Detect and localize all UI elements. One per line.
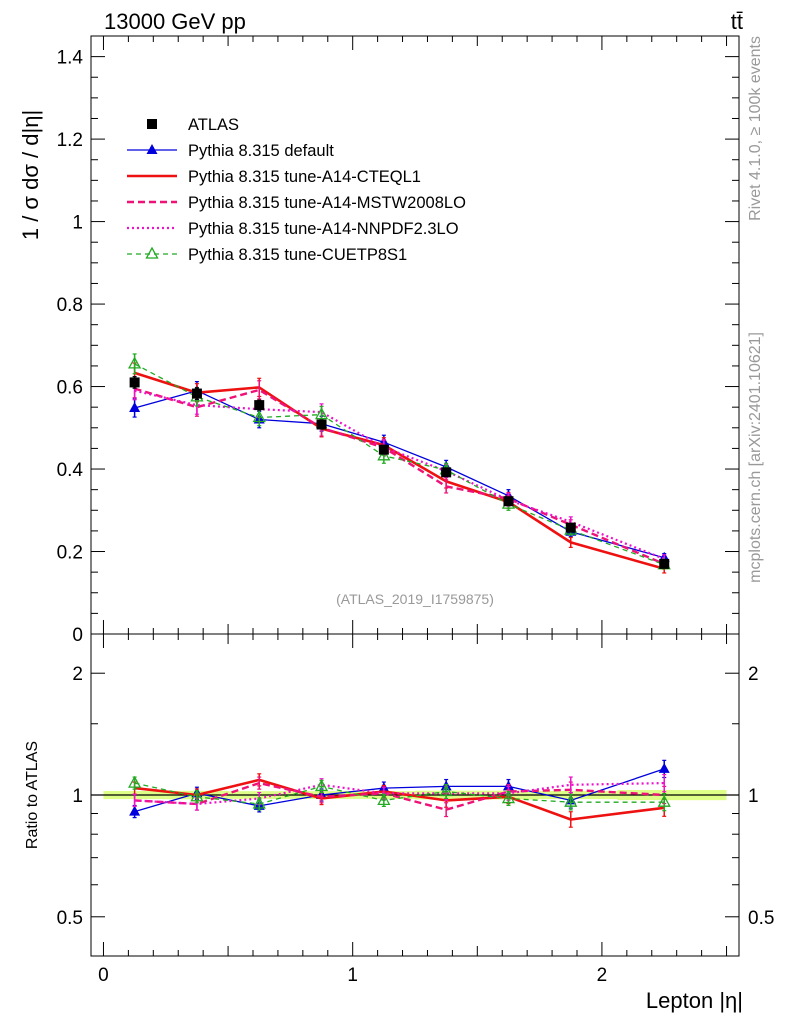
ratio-cuetp-point <box>252 796 266 809</box>
legend-cuetp-label: Pythia 8.315 tune-CUETP8S1 <box>188 246 407 264</box>
main-y-tick-label: 1 <box>72 213 83 234</box>
x-axis-label: Lepton |η| <box>646 988 743 1013</box>
rivet-label: Rivet 4.1.0, ≥ 100k events <box>747 36 764 221</box>
ratio-default-point <box>129 805 141 816</box>
legend: ATLAS Pythia 8.315 default Pythia 8.315 tu… <box>127 116 466 264</box>
main-cuetp-point <box>314 407 329 420</box>
ratio-cuetp-point <box>564 794 578 807</box>
main-series-cteql1 <box>132 362 667 574</box>
ratio-series-cuetp <box>128 775 671 812</box>
ratio-cuetp-point <box>657 794 671 807</box>
main-default-line <box>134 390 665 559</box>
ratio-y-tick-label-right: 0.5 <box>748 908 774 929</box>
ratio-cteql1-line <box>134 778 665 821</box>
legend-entry-nnpdf: Pythia 8.315 tune-A14-NNPDF2.3LO <box>127 220 459 238</box>
legend-entry-cuetp: Pythia 8.315 tune-CUETP8S1 <box>127 246 407 264</box>
legend-entry-mstw: Pythia 8.315 tune-A14-MSTW2008LO <box>127 194 466 212</box>
main-y-tick-label: 0.4 <box>57 460 84 481</box>
ratio-y-tick-label: 1 <box>72 786 83 807</box>
ratio-cuetp-line <box>134 782 665 805</box>
energy-label: 13000 GeV pp <box>104 9 246 34</box>
main-panel: 0 0.2 0.4 0.6 0.8 1 1.2 1.4 <box>57 36 739 956</box>
main-mstw-line <box>134 387 665 566</box>
ratio-cuetp-point <box>377 793 391 806</box>
main-atlas-point <box>503 496 514 507</box>
ratio-cuetp-point <box>501 791 516 804</box>
main-atlas-point <box>316 419 327 430</box>
ratio-cuetp-point <box>439 784 453 797</box>
mcplots-label: mcplots.cern.ch [arXiv:2401.10621] <box>747 332 764 583</box>
main-default-point <box>129 401 141 412</box>
main-cuetp-point <box>377 448 391 461</box>
ratio-cuetp-point <box>314 779 329 792</box>
x-tick-label: 2 <box>597 965 608 986</box>
ratio-default-point <box>658 762 670 773</box>
main-y-tick-label: 0.6 <box>57 378 83 399</box>
legend-nnpdf-label: Pythia 8.315 tune-A14-NNPDF2.3LO <box>188 220 459 238</box>
main-series-default <box>129 381 670 563</box>
main-atlas-point <box>191 388 202 399</box>
legend-entry-default: Pythia 8.315 default <box>127 142 334 160</box>
ratio-y-tick-label-right: 2 <box>748 664 759 685</box>
main-cuetp-point <box>252 410 266 423</box>
ratio-y-axis-label: Ratio to ATLAS <box>24 741 41 849</box>
main-atlas-point <box>441 467 452 478</box>
main-y-tick-label: 0.2 <box>57 543 83 564</box>
x-tick-label: 1 <box>347 965 358 986</box>
legend-atlas-marker <box>147 119 157 129</box>
main-nnpdf-line <box>134 389 665 560</box>
ratio-cuetp-point <box>190 789 204 802</box>
main-y-tick-label: 0.8 <box>57 295 83 316</box>
ratio-cuetp-point <box>128 775 142 788</box>
process-label: tt̄ <box>731 9 743 34</box>
main-cuetp-line <box>134 363 665 566</box>
main-y-tick-label: 1.2 <box>57 130 83 151</box>
x-tick-label: 0 <box>98 965 109 986</box>
main-atlas-point <box>659 558 670 569</box>
legend-mstw-label: Pythia 8.315 tune-A14-MSTW2008LO <box>188 194 466 212</box>
main-atlas-point <box>129 377 140 388</box>
main-series-atlas <box>129 376 670 569</box>
ratio-y-tick-label-right: 1 <box>748 786 759 807</box>
analysis-label: (ATLAS_2019_I1759875) <box>336 591 494 607</box>
main-y-tick-label: 1.4 <box>57 48 84 69</box>
ratio-panel: 0.5 0.5 1 1 2 2 0 1 2 <box>57 664 775 986</box>
main-y-axis-label: 1 / σ dσ / d|η| <box>18 110 43 240</box>
ratio-series-cteql1 <box>132 773 667 828</box>
main-atlas-point <box>378 444 389 455</box>
legend-cteql1-label: Pythia 8.315 tune-A14-CTEQL1 <box>188 168 421 186</box>
ratio-y-tick-label: 2 <box>72 664 83 685</box>
legend-default-marker <box>146 144 158 154</box>
legend-entry-cteql1: Pythia 8.315 tune-A14-CTEQL1 <box>127 168 421 186</box>
main-atlas-point <box>254 400 265 411</box>
main-atlas-point <box>565 522 576 533</box>
ratio-y-tick-label: 0.5 <box>57 908 83 929</box>
main-series-mstw <box>132 378 667 569</box>
legend-atlas-label: ATLAS <box>188 116 239 134</box>
legend-entry-atlas: ATLAS <box>147 116 239 134</box>
legend-default-label: Pythia 8.315 default <box>188 142 334 160</box>
legend-cuetp-marker <box>145 246 159 259</box>
main-y-tick-label: 0 <box>72 625 83 646</box>
ratio-series-default <box>129 759 670 819</box>
main-cuetp-point <box>128 356 142 369</box>
